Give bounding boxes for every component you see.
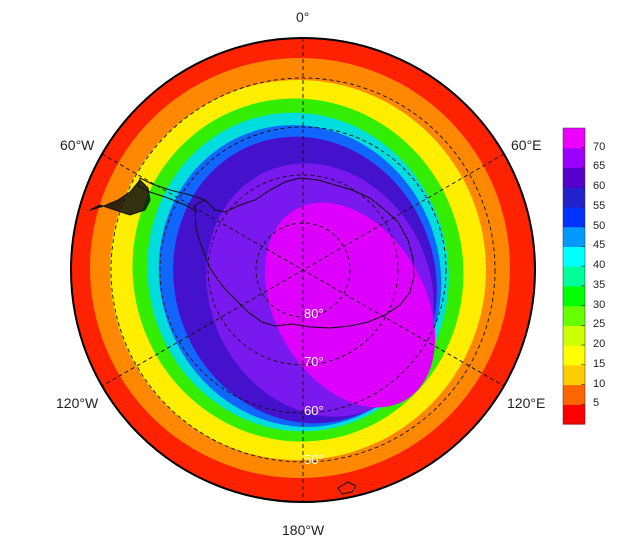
colorbar-segment <box>563 266 585 287</box>
colorbar-segment <box>563 364 585 386</box>
colorbar-segment <box>563 147 585 169</box>
colorbar-segment <box>563 345 585 366</box>
antarctica-coastline <box>194 177 415 329</box>
lon-label-0: 0° <box>296 9 310 25</box>
lat-label-50: 50° <box>304 452 324 467</box>
colorbar-tick-label: 50 <box>593 219 606 232</box>
colorbar-border <box>562 127 586 425</box>
colorbar-ticks <box>581 147 585 405</box>
field-band-magenta <box>264 202 436 408</box>
new-zealand-island <box>337 481 357 495</box>
colorbar-segment <box>563 128 585 149</box>
colorbar-tick-label: 10 <box>593 377 606 390</box>
lat-label-60: 60° <box>304 403 324 418</box>
colorbar-segment <box>563 206 585 228</box>
colorbar-segment <box>563 167 585 188</box>
lat-label-80: 80° <box>304 306 324 321</box>
colorbar-tick-label: 55 <box>593 199 606 212</box>
colorbar <box>563 128 585 425</box>
lon-label-120w: 120°W <box>56 395 99 411</box>
colorbar-segment <box>563 285 585 307</box>
globe-border <box>70 37 536 503</box>
colorbar-tick-label: 40 <box>593 259 606 272</box>
lon-label-60w: 60°W <box>60 137 95 153</box>
lon-label-60e: 60°E <box>511 137 542 153</box>
colorbar-segment <box>563 226 585 247</box>
colorbar-segment <box>563 305 585 326</box>
colorbar-tick-label: 65 <box>593 160 606 173</box>
colorbar-tick-label: 20 <box>593 338 606 351</box>
colorbar-tick-label: 35 <box>593 278 606 291</box>
graticule <box>101 38 505 502</box>
data-field <box>71 38 535 502</box>
colorbar-segment <box>563 187 585 208</box>
lon-label-180w: 180°W <box>282 522 325 538</box>
latitude-circle-80 <box>255 222 351 318</box>
meridian-60e-120w <box>101 153 505 387</box>
south-america-tip <box>89 179 151 216</box>
colorbar-tick-label: 5 <box>593 397 600 410</box>
colorbar-tick-label: 70 <box>593 140 606 153</box>
lat-label-70: 70° <box>304 354 324 369</box>
colorbar-tick-label: 30 <box>593 298 606 311</box>
colorbar-segment <box>563 325 585 346</box>
colorbar-tick-label: 60 <box>593 180 606 193</box>
colorbar-tick-label: 15 <box>593 357 606 370</box>
lon-label-120e: 120°E <box>507 395 546 411</box>
colorbar-segment <box>563 246 585 267</box>
colorbar-tick-label: 25 <box>593 318 606 331</box>
colorbar-tick-label: 45 <box>593 239 606 252</box>
latitude-circle-70 <box>207 174 399 366</box>
colorbar-segment <box>563 404 585 425</box>
colorbar-segment <box>563 384 585 405</box>
